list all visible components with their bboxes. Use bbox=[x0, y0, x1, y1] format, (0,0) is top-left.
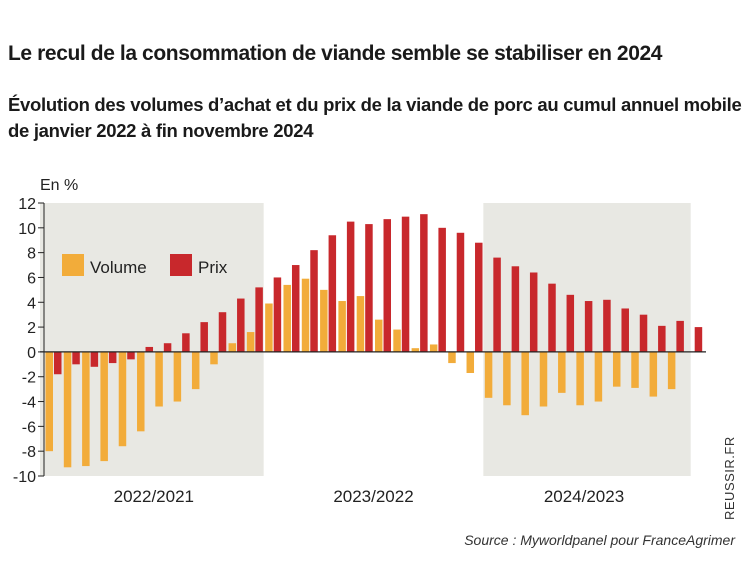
y-tick-label: 6 bbox=[27, 270, 36, 287]
y-tick-label: 12 bbox=[18, 196, 36, 213]
y-tick-label: 10 bbox=[18, 221, 36, 238]
prix-bar bbox=[291, 265, 300, 352]
prix-bar bbox=[548, 283, 556, 352]
volume-bar bbox=[429, 344, 438, 352]
volume-bar bbox=[118, 351, 127, 447]
volume-bar bbox=[466, 351, 475, 374]
source-note: Source : Myworldpanel pour FranceAgrimer bbox=[464, 532, 735, 548]
prix-bar bbox=[237, 298, 245, 352]
prix-bar bbox=[529, 272, 538, 352]
volume-bar bbox=[191, 351, 200, 390]
chart-subtitle: Évolution des volumes d’achat et du prix… bbox=[8, 94, 742, 141]
legend-label-volume: Volume bbox=[90, 258, 147, 277]
volume-bar bbox=[173, 351, 182, 402]
volume-bar bbox=[45, 351, 53, 452]
prix-bar bbox=[603, 299, 611, 352]
prix-bar bbox=[365, 224, 373, 352]
prix-bar bbox=[145, 346, 154, 352]
prix-bar bbox=[475, 242, 483, 352]
volume-bar bbox=[82, 351, 90, 467]
prix-bar bbox=[182, 333, 190, 352]
prix-bar bbox=[310, 250, 318, 352]
prix-bar bbox=[72, 351, 80, 365]
volume-bar bbox=[100, 351, 108, 462]
site-credit: REUSSIR.FR bbox=[722, 436, 737, 520]
prix-bar bbox=[493, 257, 501, 352]
y-tick-label: -4 bbox=[22, 395, 36, 412]
volume-bar bbox=[155, 351, 163, 407]
prix-bar bbox=[676, 320, 684, 352]
volume-bar bbox=[63, 351, 72, 468]
prix-bar bbox=[456, 232, 465, 352]
volume-bar bbox=[283, 284, 291, 352]
volume-bar bbox=[210, 351, 218, 365]
period-shade bbox=[40, 203, 264, 476]
y-tick-label: 2 bbox=[27, 320, 36, 337]
volume-bar bbox=[228, 343, 237, 352]
volume-bar bbox=[521, 351, 529, 416]
volume-bar bbox=[320, 289, 328, 352]
prix-bar bbox=[438, 227, 446, 352]
legend-label-prix: Prix bbox=[198, 258, 228, 277]
y-tick-label: -2 bbox=[22, 370, 36, 387]
legend-swatch-volume bbox=[62, 254, 84, 276]
prix-bar bbox=[401, 216, 410, 352]
prix-bar bbox=[127, 351, 135, 360]
volume-bar bbox=[539, 351, 548, 407]
prix-bar bbox=[420, 214, 428, 352]
volume-bar bbox=[558, 351, 566, 393]
y-tick-label: 0 bbox=[27, 345, 36, 362]
period-label: 2023/2022 bbox=[333, 487, 413, 506]
volume-bar bbox=[375, 319, 383, 352]
y-tick-label: 4 bbox=[27, 295, 36, 312]
prix-bar bbox=[255, 287, 263, 352]
volume-bar bbox=[576, 351, 584, 406]
y-tick-label: -8 bbox=[22, 444, 36, 461]
prix-bar bbox=[584, 301, 593, 352]
volume-bar bbox=[265, 303, 273, 352]
prix-bar bbox=[328, 235, 337, 352]
prix-bar bbox=[108, 351, 117, 364]
prix-bar bbox=[54, 351, 62, 375]
volume-bar bbox=[612, 351, 621, 387]
prix-bar bbox=[218, 312, 227, 352]
volume-bar bbox=[649, 351, 658, 397]
legend-swatch-prix bbox=[170, 254, 192, 276]
y-tick-label: 8 bbox=[27, 246, 36, 263]
y-tick-label: -6 bbox=[22, 419, 36, 436]
volume-bar bbox=[411, 348, 420, 352]
volume-bar bbox=[503, 351, 511, 406]
volume-bar bbox=[301, 278, 310, 352]
chart-title: Le recul de la consommation de viande se… bbox=[8, 42, 663, 65]
prix-bar bbox=[621, 308, 629, 352]
y-tick-label: -10 bbox=[13, 469, 36, 486]
y-axis-label: En % bbox=[40, 177, 78, 194]
prix-bar bbox=[163, 343, 172, 352]
prix-bar bbox=[566, 294, 575, 352]
prix-bar bbox=[694, 327, 703, 352]
prix-bar bbox=[383, 219, 391, 352]
volume-bar bbox=[356, 296, 365, 352]
volume-bar bbox=[667, 351, 676, 390]
prix-bar bbox=[639, 314, 648, 352]
volume-bar bbox=[448, 351, 456, 364]
volume-bar bbox=[338, 301, 346, 352]
prix-bar bbox=[90, 351, 99, 367]
prix-bar bbox=[273, 277, 282, 352]
prix-bar bbox=[200, 322, 208, 352]
prix-bar bbox=[346, 221, 355, 352]
period-label: 2022/2021 bbox=[114, 487, 194, 506]
volume-bar bbox=[246, 332, 255, 352]
volume-bar bbox=[393, 329, 401, 352]
volume-bar bbox=[631, 351, 639, 388]
volume-bar bbox=[594, 351, 603, 402]
prix-bar bbox=[658, 325, 666, 352]
volume-bar bbox=[137, 351, 145, 432]
prix-bar bbox=[511, 266, 520, 352]
period-label: 2024/2023 bbox=[544, 487, 624, 506]
volume-bar bbox=[484, 351, 493, 398]
